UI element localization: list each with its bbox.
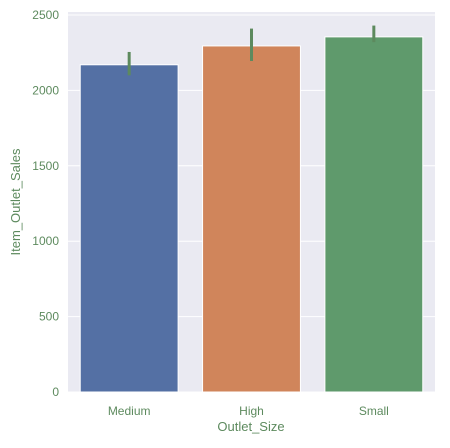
y-tick-label: 1500 (32, 159, 59, 173)
x-axis-ticks: Medium High Small (108, 404, 389, 418)
y-tick-label: 500 (39, 310, 59, 324)
x-axis-title: Outlet_Size (217, 419, 284, 434)
y-tick-label: 2000 (32, 83, 59, 97)
x-tick-label: Medium (108, 404, 151, 418)
y-tick-label: 0 (52, 385, 59, 399)
x-tick-label: High (239, 404, 264, 418)
bar (79, 64, 179, 393)
y-tick-label: 1000 (32, 234, 59, 248)
bar (324, 36, 424, 393)
y-axis-ticks: 0 500 1000 1500 2000 2500 (32, 8, 59, 399)
error-bars (127, 25, 376, 76)
x-tick-label: Small (359, 404, 389, 418)
bar (202, 45, 301, 393)
bars (79, 36, 424, 393)
y-tick-label: 2500 (32, 8, 59, 22)
y-axis-title: Item_Outlet_Sales (8, 148, 23, 255)
